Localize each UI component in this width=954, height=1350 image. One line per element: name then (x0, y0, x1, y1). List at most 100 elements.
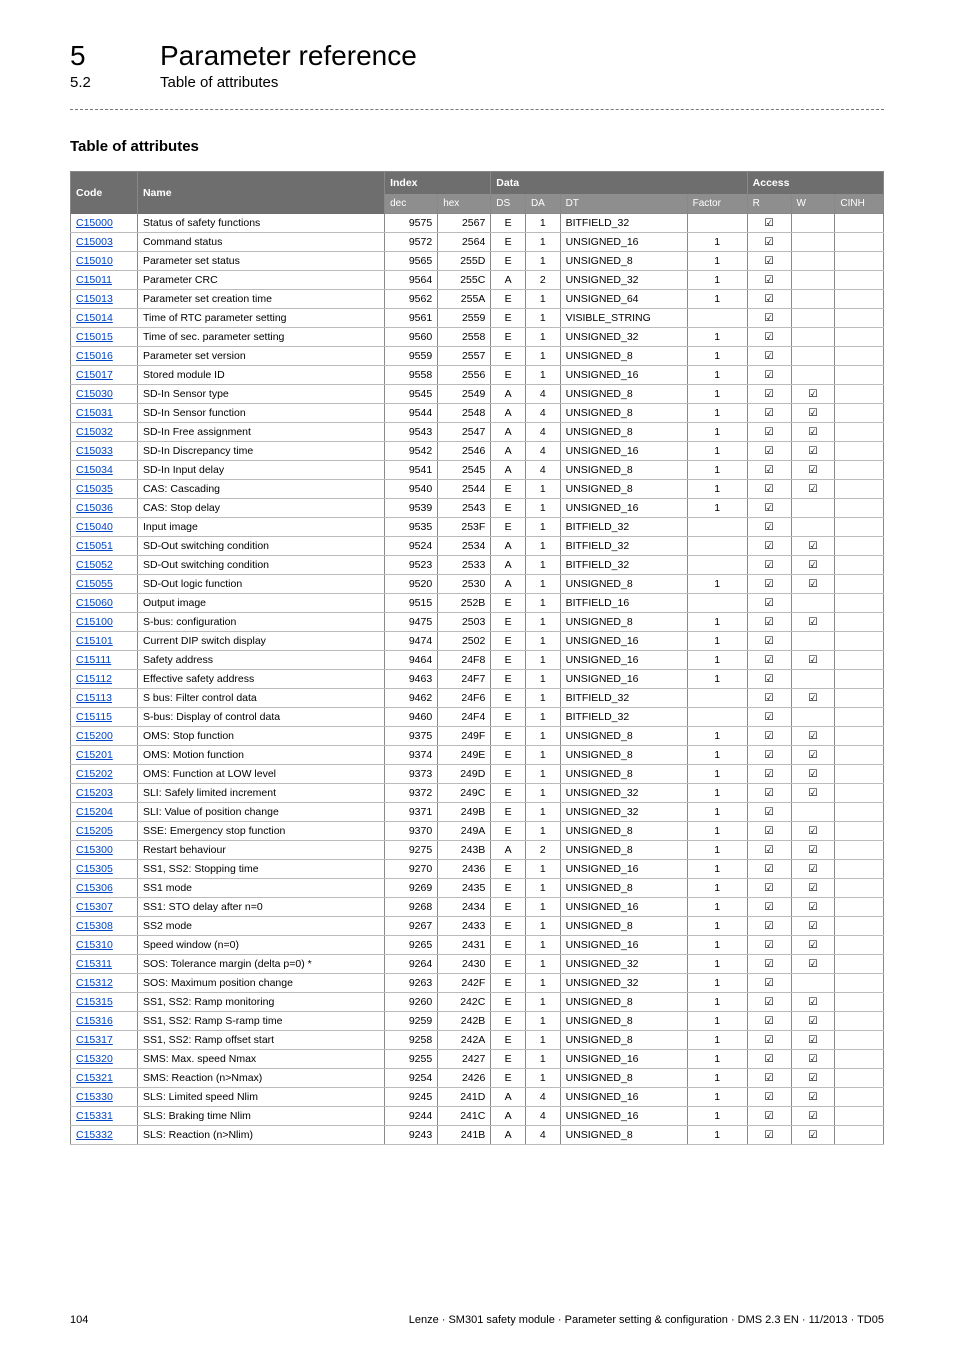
cell-da: 1 (525, 822, 560, 841)
cell-w: ☑ (791, 993, 835, 1012)
cell-ds: E (491, 1050, 526, 1069)
cell-w: ☑ (791, 955, 835, 974)
cell-da: 2 (525, 841, 560, 860)
cell-w (791, 518, 835, 537)
cell-factor: 1 (687, 366, 747, 385)
code-link[interactable]: C15312 (76, 977, 113, 989)
code-link[interactable]: C15011 (76, 274, 112, 286)
table-row: C15317SS1, SS2: Ramp offset start9258242… (71, 1031, 884, 1050)
col-header-cinh: CINH (835, 194, 884, 214)
code-link[interactable]: C15308 (76, 920, 113, 932)
code-link[interactable]: C15311 (76, 958, 112, 970)
code-link[interactable]: C15317 (76, 1034, 113, 1046)
cell-code: C15010 (71, 252, 138, 271)
code-link[interactable]: C15010 (76, 255, 113, 267)
table-row: C15035CAS: Cascading95402544E1UNSIGNED_8… (71, 480, 884, 499)
cell-factor: 1 (687, 347, 747, 366)
cell-r: ☑ (747, 366, 791, 385)
code-link[interactable]: C15332 (76, 1129, 113, 1141)
cell-da: 1 (525, 670, 560, 689)
cell-hex: 2533 (438, 556, 491, 575)
code-link[interactable]: C15113 (76, 692, 112, 704)
code-link[interactable]: C15034 (76, 464, 113, 476)
cell-ds: E (491, 632, 526, 651)
cell-hex: 2547 (438, 423, 491, 442)
subsection-header: 5.2 Table of attributes (70, 74, 884, 91)
subsection-title: Table of attributes (160, 74, 278, 91)
code-link[interactable]: C15100 (76, 616, 113, 628)
cell-ds: E (491, 290, 526, 309)
code-link[interactable]: C15315 (76, 996, 113, 1008)
code-link[interactable]: C15316 (76, 1015, 113, 1027)
code-link[interactable]: C15052 (76, 559, 113, 571)
code-link[interactable]: C15033 (76, 445, 113, 457)
table-row: C15331SLS: Braking time Nlim9244241CA4UN… (71, 1107, 884, 1126)
cell-dt: UNSIGNED_8 (560, 1031, 687, 1050)
code-link[interactable]: C15112 (76, 673, 112, 685)
code-link[interactable]: C15111 (76, 654, 111, 666)
cell-w (791, 670, 835, 689)
code-link[interactable]: C15051 (76, 540, 113, 552)
code-link[interactable]: C15055 (76, 578, 113, 590)
code-link[interactable]: C15200 (76, 730, 113, 742)
code-link[interactable]: C15300 (76, 844, 113, 856)
cell-r: ☑ (747, 822, 791, 841)
code-link[interactable]: C15305 (76, 863, 113, 875)
code-link[interactable]: C15307 (76, 901, 113, 913)
cell-factor: 1 (687, 404, 747, 423)
cell-w: ☑ (791, 898, 835, 917)
code-link[interactable]: C15017 (76, 369, 113, 381)
cell-code: C15321 (71, 1069, 138, 1088)
code-link[interactable]: C15331 (76, 1110, 113, 1122)
table-row: C15060Output image9515252BE1BITFIELD_16☑ (71, 594, 884, 613)
code-link[interactable]: C15320 (76, 1053, 113, 1065)
cell-factor: 1 (687, 575, 747, 594)
code-link[interactable]: C15060 (76, 597, 113, 609)
code-link[interactable]: C15101 (76, 635, 113, 647)
cell-name: SS1, SS2: Ramp monitoring (137, 993, 384, 1012)
code-link[interactable]: C15013 (76, 293, 113, 305)
cell-da: 1 (525, 1012, 560, 1031)
code-link[interactable]: C15032 (76, 426, 113, 438)
cell-dt: BITFIELD_16 (560, 594, 687, 613)
table-body: C15000Status of safety functions95752567… (71, 214, 884, 1145)
cell-cinh (835, 461, 884, 480)
cell-factor: 1 (687, 271, 747, 290)
cell-cinh (835, 974, 884, 993)
cell-dt: BITFIELD_32 (560, 214, 687, 233)
cell-w (791, 632, 835, 651)
cell-factor: 1 (687, 879, 747, 898)
code-link[interactable]: C15306 (76, 882, 113, 894)
cell-factor: 1 (687, 499, 747, 518)
code-link[interactable]: C15321 (76, 1072, 113, 1084)
code-link[interactable]: C15040 (76, 521, 113, 533)
cell-name: SS1, SS2: Ramp S-ramp time (137, 1012, 384, 1031)
code-link[interactable]: C15003 (76, 236, 113, 248)
code-link[interactable]: C15204 (76, 806, 113, 818)
code-link[interactable]: C15000 (76, 217, 113, 229)
code-link[interactable]: C15035 (76, 483, 113, 495)
table-row: C15203SLI: Safely limited increment93722… (71, 784, 884, 803)
code-link[interactable]: C15015 (76, 331, 113, 343)
cell-dec: 9372 (385, 784, 438, 803)
code-link[interactable]: C15115 (76, 711, 112, 723)
code-link[interactable]: C15030 (76, 388, 113, 400)
cell-w: ☑ (791, 1107, 835, 1126)
code-link[interactable]: C15203 (76, 787, 113, 799)
code-link[interactable]: C15310 (76, 939, 113, 951)
cell-ds: E (491, 1012, 526, 1031)
code-link[interactable]: C15016 (76, 350, 113, 362)
code-link[interactable]: C15031 (76, 407, 113, 419)
cell-factor: 1 (687, 613, 747, 632)
cell-dec: 9544 (385, 404, 438, 423)
code-link[interactable]: C15330 (76, 1091, 113, 1103)
code-link[interactable]: C15014 (76, 312, 113, 324)
cell-da: 1 (525, 328, 560, 347)
code-link[interactable]: C15205 (76, 825, 113, 837)
code-link[interactable]: C15202 (76, 768, 113, 780)
code-link[interactable]: C15036 (76, 502, 113, 514)
code-link[interactable]: C15201 (76, 749, 113, 761)
cell-code: C15051 (71, 537, 138, 556)
cell-r: ☑ (747, 442, 791, 461)
cell-cinh (835, 1031, 884, 1050)
